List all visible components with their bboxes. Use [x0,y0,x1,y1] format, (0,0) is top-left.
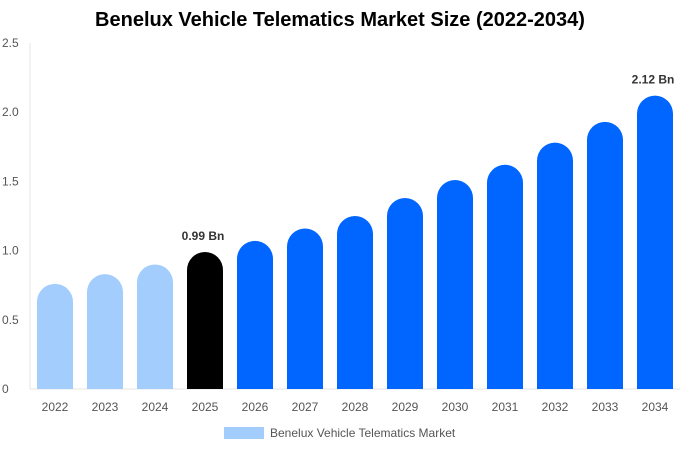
x-tick-label: 2024 [142,400,169,414]
y-tick-label: 2.5 [2,36,19,50]
bar-2031 [487,164,523,389]
y-tick-label: 0 [2,382,9,396]
data-label: 2.12 Bn [632,73,675,87]
bar-2027 [287,228,323,389]
y-tick-label: 1.0 [2,244,19,258]
x-tick-label: 2030 [442,400,469,414]
x-tick-label: 2023 [92,400,119,414]
x-tick-label: 2027 [292,400,319,414]
y-tick-label: 1.5 [2,174,19,188]
legend-swatch [224,427,264,439]
x-tick-label: 2033 [592,400,619,414]
bar-2028 [337,216,373,389]
data-label: 0.99 Bn [182,229,225,243]
bar-2034 [637,95,673,389]
bar-2025 [187,251,223,389]
bar-2033 [587,121,623,389]
bar-2029 [387,198,423,389]
bar-2024 [137,264,173,389]
bar-2023 [87,274,123,389]
bar-2030 [437,180,473,389]
x-tick-label: 2025 [192,400,219,414]
legend: Benelux Vehicle Telematics Market [224,426,455,440]
x-tick-label: 2032 [542,400,569,414]
bar-2026 [237,240,273,389]
y-tick-label: 0.5 [2,313,19,327]
y-tick-label: 2.0 [2,105,19,119]
x-tick-label: 2034 [642,400,669,414]
legend-label: Benelux Vehicle Telematics Market [270,426,456,440]
chart-title: Benelux Vehicle Telematics Market Size (… [95,9,585,31]
x-tick-label: 2028 [342,400,369,414]
bar-chart: 0 0.5 1.0 1.5 2.0 2.5 2022 2023 2024 2025 2026 2027… [2,36,680,414]
bar-2022 [37,283,73,389]
bar-2032 [537,142,573,389]
x-tick-label: 2031 [492,400,519,414]
x-tick-label: 2026 [242,400,269,414]
x-tick-label: 2022 [42,400,69,414]
x-tick-label: 2029 [392,400,419,414]
